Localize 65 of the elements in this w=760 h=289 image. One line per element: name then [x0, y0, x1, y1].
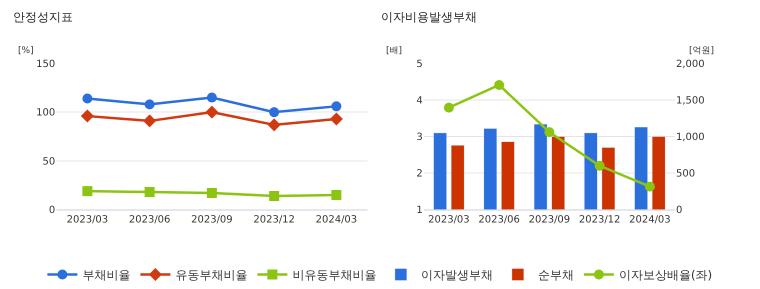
- point: [206, 188, 217, 198]
- bar: [501, 141, 515, 210]
- point: [444, 102, 454, 113]
- bar: [433, 132, 447, 210]
- legend-label: 순부채: [538, 268, 574, 282]
- y-axis-title: [%]: [18, 46, 34, 56]
- y-axis-title: [배]: [386, 46, 402, 56]
- y2-tick-label: 0: [676, 205, 682, 216]
- bar: [534, 124, 548, 210]
- x-tick-label: 2023/09: [528, 214, 570, 226]
- point: [644, 182, 655, 192]
- y-tick-label: 1: [416, 205, 423, 216]
- y-tick-label: 3: [416, 132, 423, 144]
- x-tick-label: 2024/03: [629, 214, 671, 226]
- y-tick-label: 150: [36, 58, 56, 70]
- legend-label: 유동부채비율: [175, 268, 248, 282]
- x-tick-label: 2023/12: [578, 214, 620, 226]
- y2-tick-label: 2,000: [676, 58, 705, 70]
- y-tick-label: 5: [416, 58, 423, 70]
- y-tick-label: 50: [42, 156, 56, 168]
- y-tick-label: 2: [416, 168, 423, 180]
- y-tick-label: 0: [48, 205, 56, 216]
- point: [144, 187, 155, 198]
- point: [330, 112, 343, 126]
- point: [206, 92, 217, 103]
- legend-label: 부채비율: [82, 268, 130, 282]
- point: [594, 160, 605, 171]
- bar: [450, 145, 464, 210]
- x-tick-label: 2023/12: [253, 214, 295, 226]
- x-tick-label: 2023/03: [66, 214, 108, 226]
- point: [268, 118, 281, 132]
- y2-axis-title: [억원]: [689, 46, 714, 56]
- bar: [634, 126, 648, 210]
- x-tick-label: 2024/03: [316, 214, 358, 226]
- y-tick-label: 4: [416, 95, 423, 106]
- point: [80, 110, 94, 123]
- x-tick-label: 2023/06: [128, 214, 170, 226]
- y2-tick-label: 1,000: [676, 132, 705, 144]
- x-tick-label: 2023/06: [478, 214, 520, 226]
- point: [269, 107, 280, 118]
- bar: [602, 147, 616, 210]
- chart-title: 안정성지표: [13, 10, 73, 24]
- bar: [551, 136, 565, 210]
- legend-label: 이자발생부채: [420, 268, 493, 282]
- point: [82, 186, 92, 196]
- point: [331, 190, 342, 200]
- point: [143, 114, 156, 128]
- point: [82, 94, 92, 104]
- point: [544, 127, 554, 138]
- x-tick-label: 2023/09: [191, 214, 233, 226]
- point: [494, 80, 504, 90]
- x-tick-label: 2023/03: [428, 214, 470, 226]
- y2-tick-label: 1,500: [676, 95, 705, 106]
- point: [205, 106, 218, 119]
- bar: [484, 128, 498, 210]
- y-tick-label: 100: [36, 108, 56, 119]
- legend-label: 비유동부채비율: [292, 268, 376, 282]
- point: [144, 99, 155, 110]
- bar: [652, 136, 666, 210]
- point: [269, 190, 280, 201]
- bar: [584, 132, 598, 210]
- legend-label: 이자보상배율(좌): [618, 268, 712, 282]
- chart-title: 이자비용발생부채: [381, 10, 477, 24]
- y2-tick-label: 500: [676, 168, 696, 180]
- point: [331, 101, 342, 112]
